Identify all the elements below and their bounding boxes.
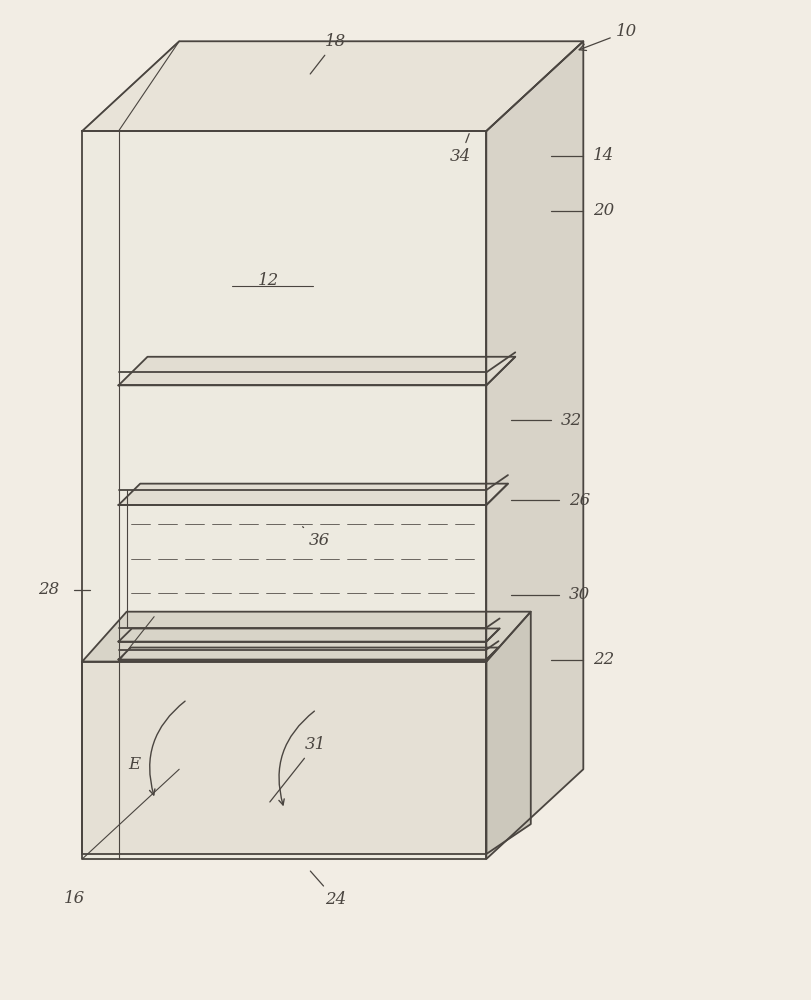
Polygon shape	[118, 648, 499, 660]
Text: 14: 14	[593, 147, 614, 164]
Polygon shape	[82, 131, 487, 859]
Polygon shape	[118, 357, 515, 385]
Polygon shape	[118, 484, 508, 505]
Polygon shape	[82, 662, 487, 854]
Text: 26: 26	[569, 492, 590, 509]
Polygon shape	[118, 629, 500, 642]
Polygon shape	[82, 612, 530, 662]
Text: 10: 10	[579, 23, 637, 51]
Text: 20: 20	[593, 202, 614, 219]
Text: E: E	[129, 756, 141, 773]
Text: 18: 18	[311, 33, 346, 74]
Text: 31: 31	[270, 736, 326, 802]
Text: 12: 12	[257, 272, 279, 289]
Text: 28: 28	[37, 581, 59, 598]
Polygon shape	[487, 41, 583, 859]
Text: 16: 16	[63, 890, 85, 907]
Polygon shape	[82, 41, 583, 131]
Text: 34: 34	[450, 134, 471, 165]
Text: 36: 36	[303, 527, 330, 549]
Polygon shape	[487, 612, 530, 854]
Text: 22: 22	[593, 651, 614, 668]
Text: 30: 30	[569, 586, 590, 603]
Text: 32: 32	[560, 412, 581, 429]
Text: 24: 24	[311, 871, 346, 908]
